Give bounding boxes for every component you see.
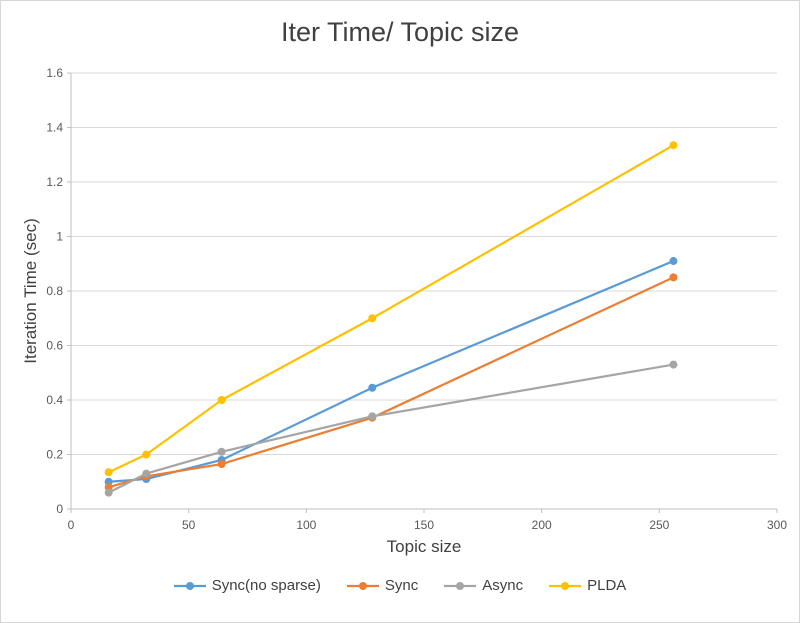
y-tick-label: 0.2: [46, 448, 63, 462]
series-line: [107, 363, 675, 494]
data-point-marker: [368, 314, 377, 323]
legend-marker-icon: [173, 581, 206, 590]
data-point-marker: [669, 257, 678, 266]
y-tick-label: 1.2: [46, 175, 63, 189]
legend-item-async: Async: [444, 577, 523, 594]
legend: Sync(no sparse) Sync Async PLDA: [1, 577, 799, 594]
data-point-marker: [104, 468, 113, 477]
y-tick-label: 0.4: [46, 393, 63, 407]
x-tick-label: 0: [68, 518, 75, 532]
y-tick-label: 0.8: [46, 284, 63, 298]
series-line: [107, 144, 675, 474]
series-async: [104, 360, 678, 497]
x-tick-label: 250: [649, 518, 669, 532]
legend-label: Sync: [384, 577, 419, 594]
x-tick-label: 200: [532, 518, 552, 532]
data-point-marker: [217, 447, 226, 456]
legend-label: Async: [482, 577, 524, 594]
x-tick-label: 100: [296, 518, 316, 532]
legend-marker-icon: [444, 581, 477, 590]
data-point-marker: [669, 360, 678, 369]
data-point-marker: [368, 412, 377, 421]
data-point-marker: [217, 396, 226, 404]
x-tick-label: 300: [767, 518, 787, 532]
legend-marker-icon: [549, 581, 582, 590]
data-point-marker: [669, 141, 678, 150]
legend-item-plda: PLDA: [549, 577, 626, 594]
series-line: [107, 259, 675, 483]
legend-marker-icon: [346, 581, 379, 590]
series-sync: [104, 273, 678, 492]
chart-title: Iter Time/ Topic size: [280, 17, 520, 47]
y-tick-label: 1.4: [46, 121, 63, 135]
x-tick-label: 150: [414, 518, 434, 532]
legend-label: PLDA: [587, 577, 627, 594]
y-tick-label: 1.6: [46, 66, 63, 80]
legend-item-sync: Sync: [346, 577, 419, 594]
data-point-marker: [368, 383, 377, 392]
x-tick-label: 50: [182, 518, 196, 532]
data-point-marker: [142, 469, 151, 478]
series-plda: [104, 141, 678, 477]
y-tick-label: 0: [56, 502, 63, 516]
data-point-marker: [669, 273, 678, 282]
y-tick-label: 0.6: [46, 339, 63, 353]
legend-label: Sync(no sparse): [211, 577, 321, 594]
data-point-marker: [217, 460, 226, 469]
x-axis-title: Topic size: [386, 537, 462, 556]
series-line: [107, 276, 675, 489]
legend-item-sync-no-sparse: Sync(no sparse): [173, 577, 321, 594]
data-point-marker: [142, 450, 151, 459]
data-point-marker: [104, 488, 113, 497]
y-tick-label: 1: [56, 230, 63, 244]
